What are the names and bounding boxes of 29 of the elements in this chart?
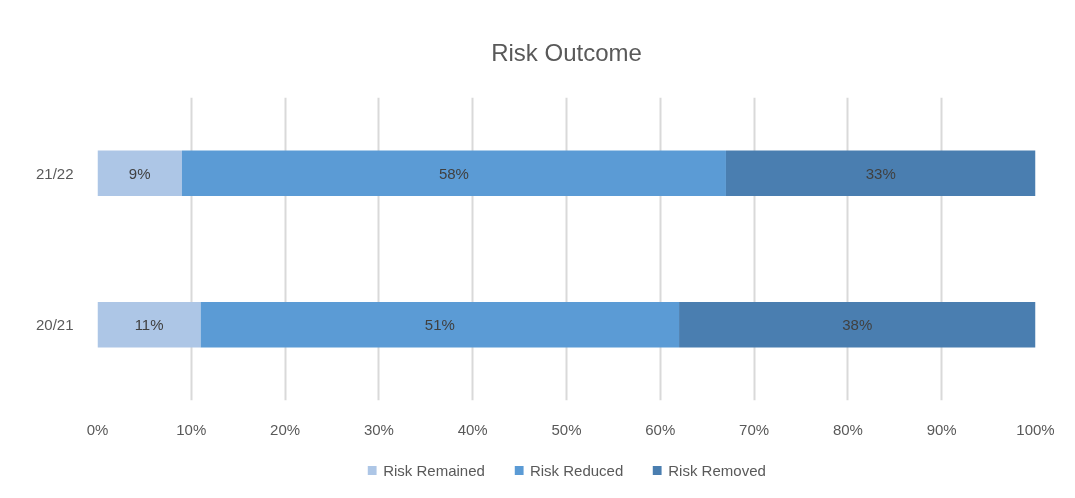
bar [97, 150, 182, 196]
x-tick-label: 70% [739, 420, 770, 438]
x-tick-label: 100% [1016, 420, 1055, 438]
bar [725, 150, 1036, 196]
bar [679, 302, 1036, 348]
bar [97, 302, 201, 348]
x-tick-label: 0% [86, 420, 109, 438]
data-label: 58% [438, 164, 469, 182]
x-tick-label: 90% [926, 420, 957, 438]
bar [200, 302, 680, 348]
x-tick-label: 20% [270, 420, 301, 438]
x-tick-label: 40% [457, 420, 488, 438]
legend-label: Risk Reduced [529, 461, 624, 479]
data-label: 11% [134, 316, 164, 334]
data-label: 38% [842, 316, 873, 334]
x-tick-label: 10% [176, 420, 207, 438]
x-tick-label: 30% [363, 420, 394, 438]
x-tick-label: 50% [551, 420, 582, 438]
legend-label: Risk Remained [383, 461, 485, 479]
y-tick-label: 20/21 [35, 316, 74, 334]
x-tick-label: 80% [832, 420, 863, 438]
chart-title: Risk Outcome [491, 38, 642, 66]
bar [181, 150, 726, 196]
data-label: 9% [128, 164, 151, 182]
legend-label: Risk Removed [668, 461, 766, 479]
data-label: 51% [424, 316, 455, 334]
x-tick-label: 60% [645, 420, 676, 438]
data-label: 33% [865, 164, 896, 182]
y-tick-label: 21/22 [35, 164, 74, 182]
